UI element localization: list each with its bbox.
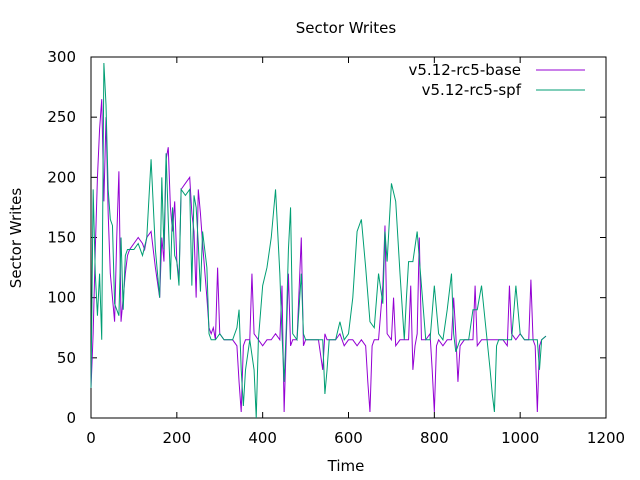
legend: v5.12-rc5-base v5.12-rc5-spf bbox=[409, 61, 585, 99]
chart-title: Sector Writes bbox=[296, 19, 397, 37]
x-tick-label: 1000 bbox=[501, 429, 539, 447]
x-tick-label: 0 bbox=[86, 429, 96, 447]
series-line-v5-12-rc5-spf bbox=[90, 62, 547, 419]
plot-frame: 0 200 400 600 800 1000 1200 0 50 100 150 200 250 300 bbox=[47, 48, 625, 447]
x-tick-label: 800 bbox=[420, 429, 449, 447]
x-tick-label: 1200 bbox=[587, 429, 625, 447]
y-tick-label: 250 bbox=[47, 108, 76, 126]
series-layer bbox=[90, 62, 547, 419]
legend-label-v5-12-rc5-spf: v5.12-rc5-spf bbox=[422, 81, 522, 99]
x-axis-label: Time bbox=[327, 457, 365, 475]
y-tick-label: 0 bbox=[66, 409, 76, 427]
plot-border bbox=[90, 56, 607, 419]
y-tick-label: 150 bbox=[47, 229, 76, 247]
y-tick-label: 100 bbox=[47, 289, 76, 307]
x-tick-label: 600 bbox=[334, 429, 363, 447]
y-tick-label: 50 bbox=[57, 349, 76, 367]
y-axis-label: Sector Writes bbox=[7, 188, 25, 289]
series-line-v5-12-rc5-base bbox=[90, 99, 547, 413]
x-tick-label: 200 bbox=[163, 429, 192, 447]
legend-label-v5-12-rc5-base: v5.12-rc5-base bbox=[409, 61, 522, 79]
y-tick-label: 300 bbox=[47, 48, 76, 66]
y-tick-label: 200 bbox=[47, 168, 76, 186]
x-tick-label: 400 bbox=[248, 429, 277, 447]
